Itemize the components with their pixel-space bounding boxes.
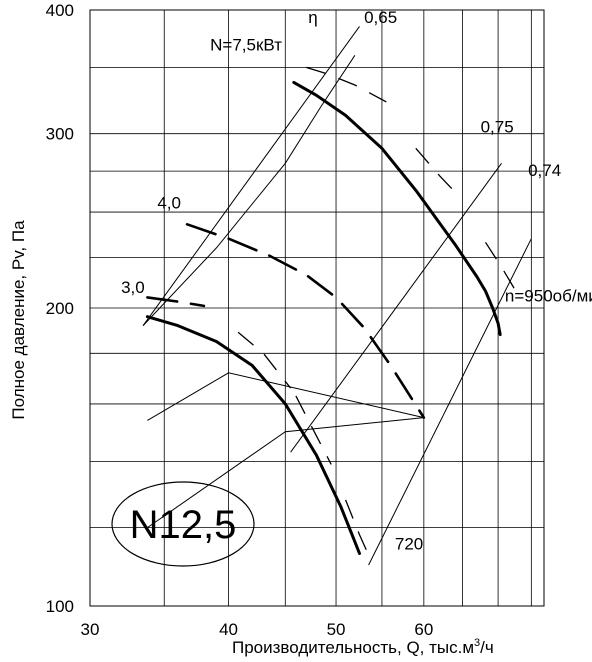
power-line-2	[147, 417, 424, 529]
power-line-1	[147, 372, 424, 421]
axes	[89, 9, 545, 607]
efficiency-curve-2	[237, 331, 292, 389]
efficiency-curve-0	[306, 66, 387, 103]
annotation-5: 4,0	[157, 194, 181, 213]
efficiency-curve-4	[295, 395, 332, 465]
y-tick-label-3: 400	[46, 1, 74, 20]
annotation-6: 3,0	[121, 278, 145, 297]
x-axis-label-tail: /ч	[480, 638, 494, 657]
ray-line-1	[290, 163, 502, 453]
x-axis-label-sup: 3	[474, 637, 480, 649]
efficiency-curve-3	[484, 241, 519, 296]
efficiency-curve-5	[344, 499, 372, 562]
series-line-1	[145, 315, 361, 555]
series-line-2	[185, 223, 426, 419]
y-axis-label: Полное давление, Pv, Па	[9, 220, 28, 420]
badge-ellipse	[111, 481, 255, 567]
annotation-2: N=7,5кВт	[210, 36, 282, 55]
annotation-7: n=950об/мин	[505, 287, 592, 306]
series-line-0	[292, 80, 502, 337]
ray-line-0	[142, 26, 360, 326]
power-line-0	[142, 55, 356, 326]
annotations: η 0,65 N=7,5кВт 0,75 0,74 4,0 3,0 n=950об/мин 72…	[121, 8, 592, 554]
annotation-4: 0,74	[528, 161, 561, 180]
y-tick-label-1: 200	[46, 299, 74, 318]
tick-labels: 30 40 50 60 100 200 300 400	[46, 1, 434, 639]
fan-size-badge: N12,5	[111, 481, 255, 567]
x-tick-label-0: 30	[81, 620, 100, 639]
series-line-3	[146, 296, 206, 308]
efficiency-curve-1	[415, 147, 456, 193]
chart-lines	[142, 26, 532, 566]
x-tick-label-3: 60	[414, 620, 433, 639]
annotation-0: η	[308, 8, 317, 27]
x-axis-label: Производительность, Q, тыс.м3/ч	[232, 637, 494, 657]
annotation-1: 0,65	[364, 8, 397, 27]
badge-text: N12,5	[130, 503, 237, 547]
plot-frame	[89, 9, 545, 607]
x-tick-label-2: 50	[327, 620, 346, 639]
y-tick-label-2: 300	[46, 125, 74, 144]
x-tick-label-1: 40	[219, 620, 238, 639]
ray-line-2	[368, 238, 532, 566]
grid	[89, 9, 544, 606]
annotation-3: 0,75	[481, 117, 514, 136]
y-tick-label-0: 100	[46, 597, 74, 616]
x-axis-label-main: Производительность, Q, тыс.м	[232, 638, 474, 657]
annotation-8: 720	[395, 535, 423, 554]
